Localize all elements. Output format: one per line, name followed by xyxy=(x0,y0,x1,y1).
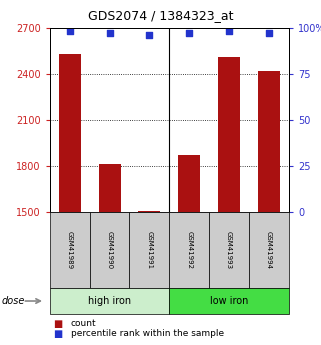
Text: low iron: low iron xyxy=(210,296,248,306)
Point xyxy=(266,30,272,36)
Point xyxy=(67,29,72,34)
Text: GDS2074 / 1384323_at: GDS2074 / 1384323_at xyxy=(88,9,233,22)
Text: GSM41992: GSM41992 xyxy=(186,231,192,269)
Point xyxy=(147,32,152,38)
Bar xyxy=(178,155,200,212)
Bar xyxy=(59,54,81,212)
Text: ■: ■ xyxy=(53,319,62,328)
Text: percentile rank within the sample: percentile rank within the sample xyxy=(71,329,224,338)
Point xyxy=(107,30,112,36)
Bar xyxy=(258,71,280,212)
Text: GSM41990: GSM41990 xyxy=(107,231,113,269)
Text: GSM41991: GSM41991 xyxy=(146,231,152,269)
Text: GSM41989: GSM41989 xyxy=(67,231,73,269)
Text: high iron: high iron xyxy=(88,296,131,306)
Text: count: count xyxy=(71,319,96,328)
Bar xyxy=(218,57,240,212)
Text: GSM41993: GSM41993 xyxy=(226,231,232,269)
Point xyxy=(227,29,232,34)
Text: ■: ■ xyxy=(53,329,62,339)
Text: GSM41994: GSM41994 xyxy=(266,231,272,269)
Bar xyxy=(99,165,120,212)
Bar xyxy=(138,211,160,212)
Point xyxy=(187,30,192,36)
Text: dose: dose xyxy=(2,296,25,306)
